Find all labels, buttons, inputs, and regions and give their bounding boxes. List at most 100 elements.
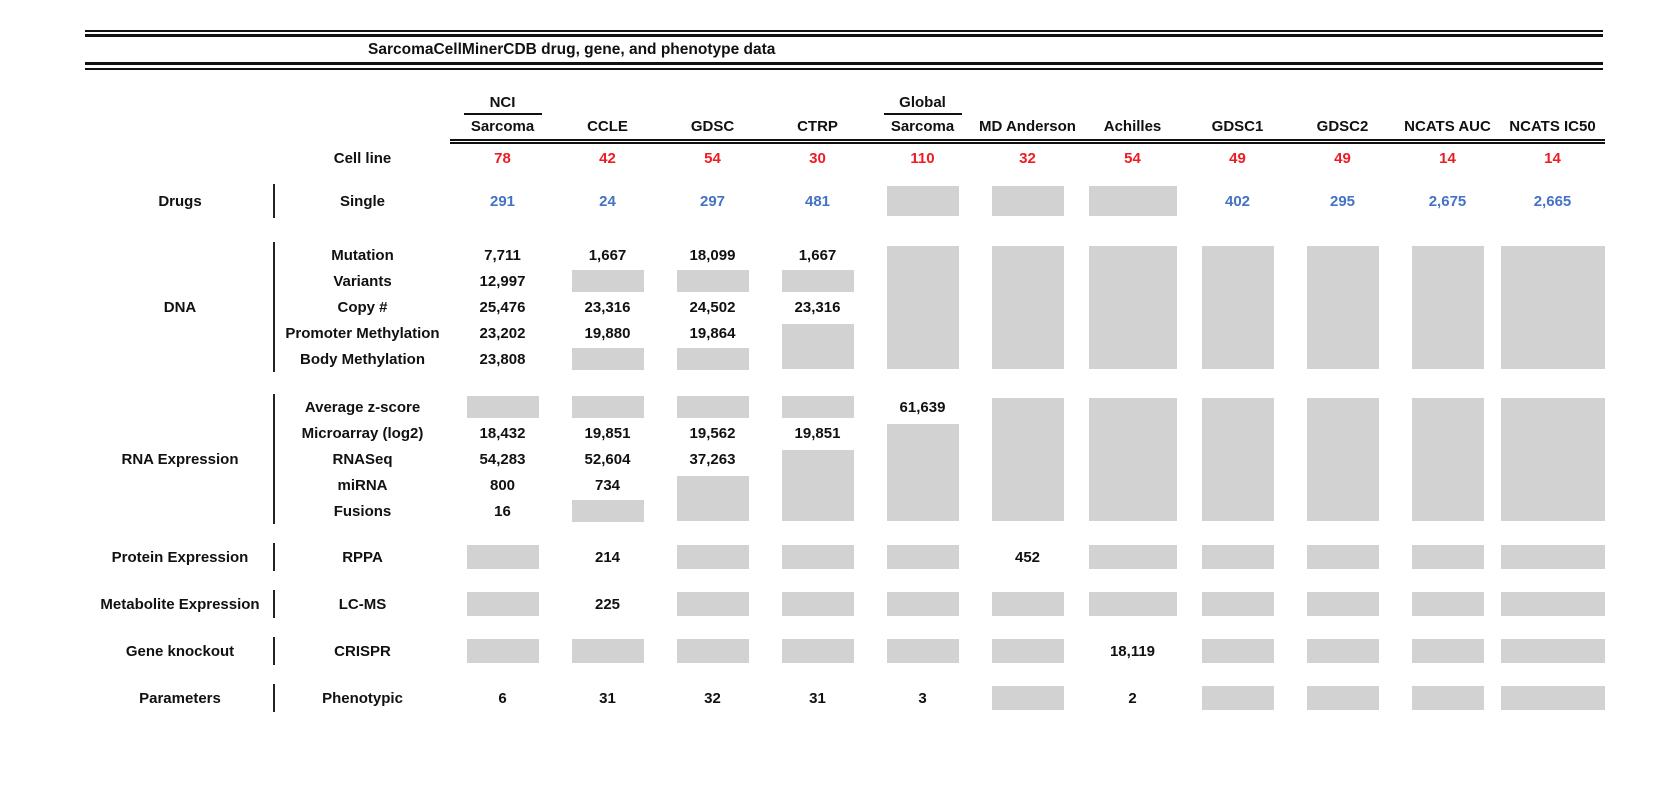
cell-line-count: 110 bbox=[910, 149, 935, 167]
value-cell: 2,665 bbox=[1533, 192, 1572, 210]
cell-line-count: 14 bbox=[1544, 149, 1561, 167]
cell-line-count: 14 bbox=[1439, 149, 1456, 167]
gray-box bbox=[1201, 397, 1274, 521]
gray-box bbox=[1411, 245, 1484, 369]
section-protein-expression: Protein Expression RPPA 214 452 bbox=[85, 543, 1669, 571]
gray-box-cell bbox=[1395, 242, 1500, 372]
gray-box bbox=[676, 396, 749, 418]
value-cell: 19,851 bbox=[794, 424, 841, 442]
section-divider-bar bbox=[273, 637, 275, 665]
section-divider-bar bbox=[273, 684, 275, 712]
gray-box bbox=[1411, 545, 1484, 569]
gray-box bbox=[991, 639, 1064, 663]
value-cell: 7,711 bbox=[484, 246, 521, 264]
column-header-gdsc: GDSC bbox=[660, 86, 765, 144]
value-cell: 24 bbox=[599, 192, 616, 210]
row-label-crispr: CRISPR bbox=[334, 642, 391, 660]
gray-box-cell bbox=[1080, 242, 1185, 372]
column-header-label: Achilles bbox=[1103, 118, 1162, 135]
value-cell: 19,562 bbox=[689, 424, 736, 442]
gray-box-cell bbox=[1080, 184, 1185, 218]
column-header-label: GDSC2 bbox=[1316, 118, 1369, 135]
gray-box-cell bbox=[1185, 637, 1290, 665]
gray-box-cell bbox=[765, 446, 870, 524]
gray-box bbox=[781, 545, 854, 569]
gray-box bbox=[571, 396, 644, 418]
title-block: SarcomaCellMinerCDB drug, gene, and phen… bbox=[85, 30, 1603, 70]
gray-box-cell bbox=[1500, 684, 1605, 712]
gray-box bbox=[1306, 397, 1379, 521]
gray-box-cell bbox=[660, 472, 765, 524]
gray-box-cell bbox=[450, 590, 555, 618]
gray-box-cell bbox=[1500, 394, 1605, 524]
gray-box-cell bbox=[1500, 543, 1605, 571]
title-bottom-rule bbox=[85, 62, 1603, 70]
gray-box-cell bbox=[1395, 684, 1500, 712]
gray-box bbox=[676, 592, 749, 616]
gray-box bbox=[676, 639, 749, 663]
gray-box bbox=[676, 545, 749, 569]
gray-box bbox=[1500, 545, 1605, 569]
gray-box-cell bbox=[555, 268, 660, 294]
gray-box bbox=[1411, 639, 1484, 663]
gray-box bbox=[1306, 639, 1379, 663]
column-header-label: CCLE bbox=[587, 118, 628, 135]
section-drugs: Drugs Single 291 24 297 481 402 295 2,675 2,665 bbox=[85, 184, 1669, 218]
gray-box-cell bbox=[870, 420, 975, 524]
gray-box-cell bbox=[870, 637, 975, 665]
gray-box bbox=[1201, 545, 1274, 569]
top-double-rule bbox=[85, 30, 1603, 37]
gray-box-cell bbox=[1185, 242, 1290, 372]
gray-box bbox=[886, 592, 959, 616]
gray-box-cell bbox=[1080, 590, 1185, 618]
gray-box-cell bbox=[975, 184, 1080, 218]
row-label-mutation: Mutation bbox=[331, 246, 394, 264]
gray-box bbox=[1088, 186, 1177, 216]
value-cell: 19,851 bbox=[584, 424, 631, 442]
column-header-gdsc2: GDSC2 bbox=[1290, 86, 1395, 144]
cell-line-count: 30 bbox=[809, 149, 826, 167]
row-label-mirna: miRNA bbox=[337, 476, 388, 494]
gray-box bbox=[466, 639, 539, 663]
column-header-ctrp: CTRP bbox=[765, 86, 870, 144]
column-header-achilles: Achilles bbox=[1080, 86, 1185, 144]
gray-box bbox=[676, 475, 749, 521]
column-header-label: MD Anderson bbox=[979, 118, 1076, 135]
gray-box bbox=[1500, 639, 1605, 663]
gray-box-cell bbox=[660, 543, 765, 571]
category-label: Drugs bbox=[158, 192, 202, 210]
gray-box bbox=[1500, 245, 1605, 369]
gray-box-cell bbox=[1290, 242, 1395, 372]
gray-box bbox=[1500, 592, 1605, 616]
gray-box-cell bbox=[765, 590, 870, 618]
gray-box-cell bbox=[1185, 394, 1290, 524]
gray-box-cell bbox=[660, 394, 765, 420]
value-cell: 61,639 bbox=[899, 398, 946, 416]
table-body: Drugs Single 291 24 297 481 402 295 2,675 2,665 DN… bbox=[0, 184, 1669, 712]
gray-box bbox=[571, 500, 644, 522]
gray-box bbox=[1411, 592, 1484, 616]
gray-box bbox=[1306, 545, 1379, 569]
column-header-gdsc1: GDSC1 bbox=[1185, 86, 1290, 144]
gray-box bbox=[571, 270, 644, 292]
category-label: Parameters bbox=[139, 689, 221, 707]
value-cell: 19,864 bbox=[689, 324, 736, 342]
gray-box-cell bbox=[555, 394, 660, 420]
column-header-nci-sarcoma: NCI Sarcoma bbox=[450, 86, 555, 144]
gray-box bbox=[886, 245, 959, 369]
gray-box bbox=[571, 639, 644, 663]
figure-title: SarcomaCellMinerCDB drug, gene, and phen… bbox=[368, 40, 776, 58]
gray-box-cell bbox=[975, 394, 1080, 524]
gray-box bbox=[571, 348, 644, 370]
gray-box-cell bbox=[1500, 242, 1605, 372]
row-label-variants: Variants bbox=[333, 272, 392, 290]
section-divider-bar bbox=[273, 242, 275, 372]
column-header-ccle: CCLE bbox=[555, 86, 660, 144]
gray-box bbox=[1201, 639, 1274, 663]
gray-box-cell bbox=[660, 346, 765, 372]
row-label-promoter-methylation: Promoter Methylation bbox=[285, 324, 440, 342]
column-header-top-label: NCI bbox=[463, 94, 542, 115]
value-cell: 24,502 bbox=[689, 298, 736, 316]
cell-line-count: 78 bbox=[494, 149, 511, 167]
cell-line-count: 42 bbox=[599, 149, 616, 167]
